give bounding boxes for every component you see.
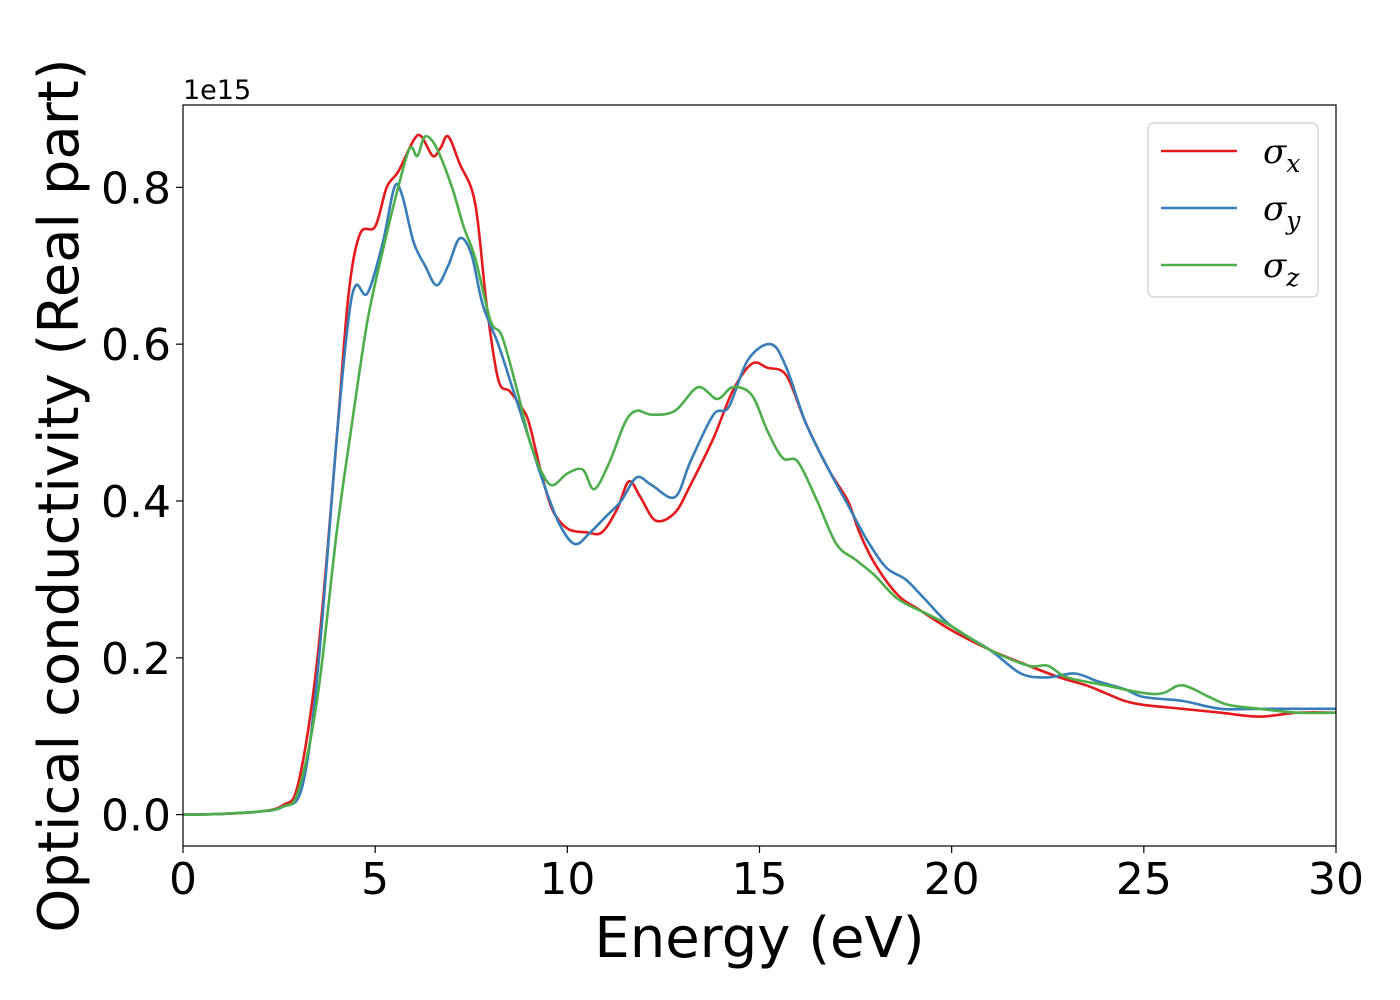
x-tick-label: 30 [1308,854,1364,905]
y-axis-label: Optical conductivity (Real part) [27,58,92,932]
legend-label-y: σy [1263,189,1301,235]
x-tick-label: 0 [169,854,197,905]
x-axis-label: Energy (eV) [594,906,924,971]
x-tick-label: 20 [924,854,980,905]
y-tick-label: 0.2 [101,634,171,685]
y-offset-label: 1e15 [183,75,251,106]
series-line-z [183,134,1336,816]
legend-label-x: σx [1263,132,1300,178]
y-tick-label: 0.6 [101,320,171,371]
y-tick-label: 0.4 [101,477,171,528]
legend-label-z: σz [1263,246,1300,292]
y-tick-label: 0.0 [101,791,171,842]
series-layer [183,133,1336,816]
x-tick-label: 15 [732,854,788,905]
plot-frame [182,104,1337,847]
series-line-y [183,182,1336,816]
x-tick-label: 25 [1116,854,1172,905]
y-tick-label: 0.8 [101,163,171,214]
x-tick-label: 5 [361,854,389,905]
x-tick-label: 10 [539,854,595,905]
legend-box [1147,122,1319,298]
tick-layer: 0 5 10 15 20 25 30 0.0 0.2 0.4 0.6 0.8 [101,163,1364,905]
legend: σx σy σz [1147,122,1319,298]
